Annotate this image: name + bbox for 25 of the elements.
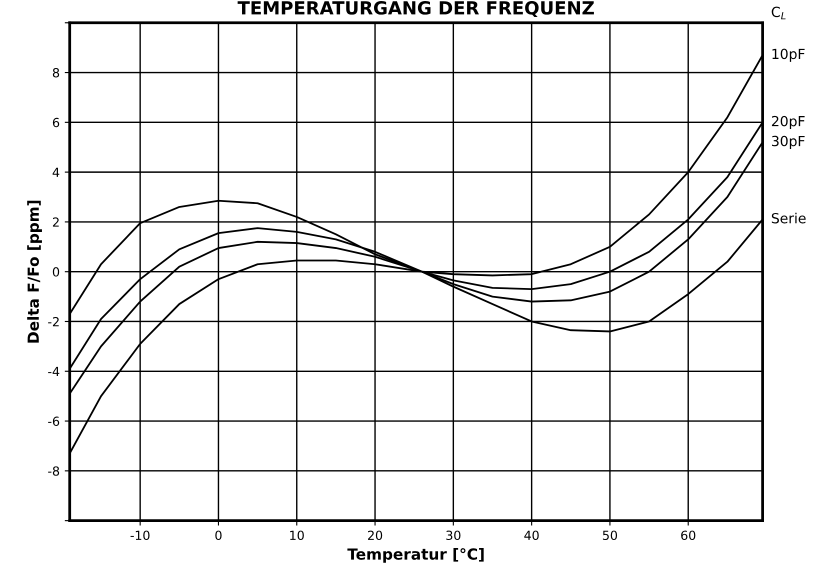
y-tick-label: 8: [52, 68, 60, 78]
legend-title: C$_{L}$: [772, 6, 786, 20]
y-tick-label: 0: [52, 267, 60, 277]
y-tick-label: 6: [52, 118, 60, 128]
x-axis-title: Temperatur [°C]: [347, 548, 484, 563]
x-tick-label: -10: [130, 530, 150, 540]
series-label: Serie: [772, 212, 806, 224]
x-tick-label: 60: [681, 530, 696, 540]
series-label: 10pF: [772, 48, 805, 62]
y-tick-label: 4: [52, 168, 60, 177]
chart-title: TEMPERATURGANG DER FREQUENZ: [238, 1, 594, 18]
y-axis-title: Delta F/Fo [ppm]: [27, 200, 42, 343]
y-tick-label: 2: [52, 217, 59, 227]
y-tick-label: -2: [48, 316, 59, 326]
x-tick-label: 20: [368, 530, 382, 540]
series-label: 20pF: [772, 116, 805, 130]
y-tick-label: -4: [48, 366, 60, 376]
series-label: 30pF: [772, 136, 805, 149]
x-tick-label: 30: [446, 530, 460, 540]
x-tick-label: 0: [215, 530, 222, 540]
x-tick-label: 50: [602, 530, 618, 540]
y-tick-label: -8: [48, 466, 60, 476]
x-tick-label: 40: [524, 530, 539, 540]
y-tick-label: -6: [48, 416, 60, 426]
x-tick-label: 10: [290, 530, 304, 540]
